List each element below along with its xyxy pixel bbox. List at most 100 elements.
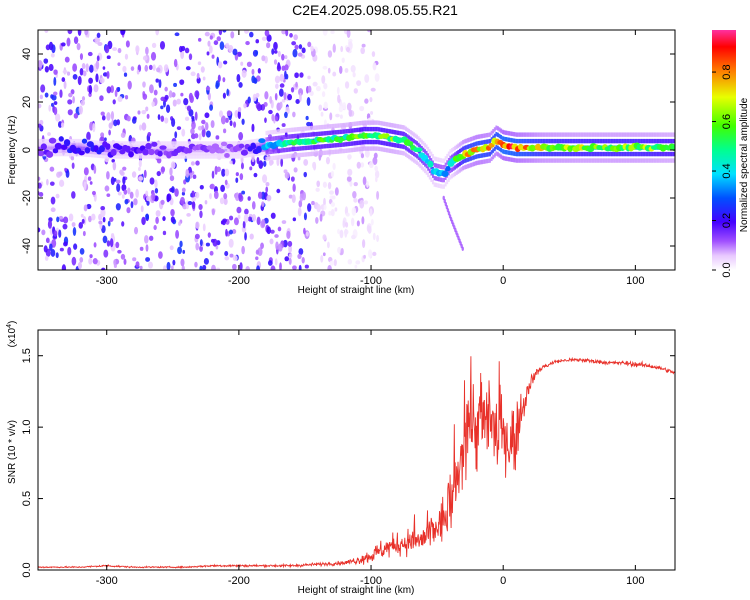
spectrogram-cell bbox=[444, 175, 447, 180]
spectrogram-cell bbox=[248, 152, 250, 158]
spectrogram-cell bbox=[239, 262, 243, 270]
spectrogram-cell bbox=[108, 122, 113, 129]
spectrogram-cell bbox=[571, 158, 574, 163]
spectrogram-cell bbox=[666, 138, 669, 144]
spectrogram-cell bbox=[261, 219, 266, 228]
spectrogram-cell bbox=[316, 180, 321, 188]
spectrogram-cell bbox=[527, 132, 530, 137]
spectrogram-cell bbox=[213, 151, 216, 156]
spectrogram-cell bbox=[348, 38, 353, 43]
spectrogram-cell bbox=[186, 144, 189, 149]
spectrogram-cell bbox=[131, 117, 137, 124]
spectrogram-cell bbox=[295, 127, 298, 132]
spectrogram-cell bbox=[287, 153, 290, 159]
spectrogram-cell bbox=[577, 132, 580, 137]
spectrogram-cell bbox=[218, 30, 223, 36]
spectrogram-cell bbox=[284, 111, 288, 119]
spectrogram-cell bbox=[641, 158, 644, 163]
spectrogram-cell bbox=[598, 158, 601, 163]
spectrogram-cell bbox=[106, 71, 110, 79]
spectrogram-cell bbox=[582, 158, 585, 163]
spectrogram-cell bbox=[366, 126, 369, 132]
spectrogram-cell bbox=[175, 229, 180, 239]
spectrogram-cell bbox=[122, 176, 126, 185]
spectrogram-cell bbox=[93, 165, 97, 174]
spectrogram-cell bbox=[117, 96, 123, 102]
spectrogram-cell bbox=[333, 143, 336, 148]
spectrogram-cell bbox=[306, 97, 311, 106]
spectrogram-cell bbox=[652, 132, 655, 137]
spectrogram-cell bbox=[319, 144, 322, 149]
spectrogram-ridge-cell bbox=[427, 160, 434, 168]
spectrogram-cell bbox=[438, 177, 441, 182]
spectrogram-cell bbox=[466, 138, 469, 143]
spectrogram-cell bbox=[363, 146, 366, 151]
spectrogram-cell bbox=[536, 158, 539, 163]
spectrogram-cell bbox=[288, 257, 292, 265]
spectrogram-cell bbox=[260, 242, 264, 249]
spectrogram-cell bbox=[216, 36, 221, 42]
spectrogram-cell bbox=[341, 123, 344, 128]
spectrogram-cell bbox=[511, 157, 514, 162]
spectrogram-cell bbox=[439, 184, 442, 189]
spectrogram-cell bbox=[538, 158, 541, 163]
spectrogram-cell bbox=[88, 84, 93, 95]
spectrogram-cell bbox=[650, 132, 653, 137]
spectrogram-cell bbox=[46, 138, 49, 144]
spectrogram-cell bbox=[498, 146, 501, 152]
spectrogram-cell bbox=[550, 151, 553, 157]
spectrogram-cell bbox=[187, 141, 190, 146]
spectrogram-cell bbox=[517, 132, 520, 137]
spectrogram-cell bbox=[122, 65, 127, 73]
spectrogram-cell bbox=[611, 158, 614, 163]
spectrogram-cell bbox=[89, 64, 94, 73]
spectrogram-cell bbox=[335, 113, 340, 118]
spectrogram-cell bbox=[195, 160, 200, 166]
spectrogram-cell bbox=[382, 128, 385, 133]
spectrogram-cell bbox=[97, 41, 103, 47]
spectrogram-cell bbox=[78, 142, 81, 147]
spectrogram-cell bbox=[222, 144, 225, 149]
spectrogram-cell bbox=[585, 138, 588, 144]
spectrogram-cell bbox=[156, 144, 158, 149]
spectrogram-cell bbox=[539, 151, 542, 157]
spectrogram-cell bbox=[579, 138, 582, 144]
spectrogram-cell bbox=[290, 134, 293, 139]
spectrogram-cell bbox=[183, 154, 185, 159]
spectrogram-cell bbox=[155, 216, 159, 225]
spectrogram-cell bbox=[77, 30, 82, 36]
spectrogram-cell bbox=[98, 220, 103, 225]
spectrogram-cell bbox=[145, 106, 149, 112]
spectrogram-cell bbox=[443, 177, 445, 183]
spectrogram-cell bbox=[105, 150, 108, 156]
spectrogram-cell bbox=[65, 169, 70, 178]
spectrogram-cell bbox=[62, 138, 65, 144]
spectrogram-cell bbox=[261, 36, 267, 41]
spectrogram-cell bbox=[238, 192, 243, 201]
spectrogram-cell bbox=[641, 138, 644, 144]
spectrogram-cell bbox=[647, 151, 650, 157]
spectrogram-cell bbox=[359, 199, 365, 209]
spectrogram-cell bbox=[106, 112, 111, 121]
spectrogram-cell bbox=[592, 151, 595, 157]
spectrogram-cell bbox=[649, 158, 652, 163]
spectrogram-cell bbox=[405, 133, 407, 138]
spectrogram-cell bbox=[79, 142, 82, 147]
spectrogram-cell bbox=[255, 50, 259, 56]
spectrogram-cell bbox=[465, 145, 468, 150]
spectrogram-cell bbox=[117, 249, 122, 254]
spectrogram-cell bbox=[498, 127, 501, 132]
spectrogram-cell bbox=[88, 257, 93, 265]
spectrogram-cell bbox=[116, 147, 119, 153]
spectrogram-cell bbox=[305, 152, 308, 157]
spectrogram-cell bbox=[291, 41, 297, 46]
spectrogram-cell bbox=[508, 150, 511, 155]
spectrogram-cell bbox=[409, 136, 412, 141]
spectrogram-cell bbox=[511, 131, 514, 137]
spectrogram-x-tick-label: -100 bbox=[360, 275, 382, 287]
spectrogram-cell bbox=[606, 151, 609, 157]
spectrogram-cell bbox=[307, 75, 311, 80]
spectrogram-cell bbox=[327, 264, 332, 270]
